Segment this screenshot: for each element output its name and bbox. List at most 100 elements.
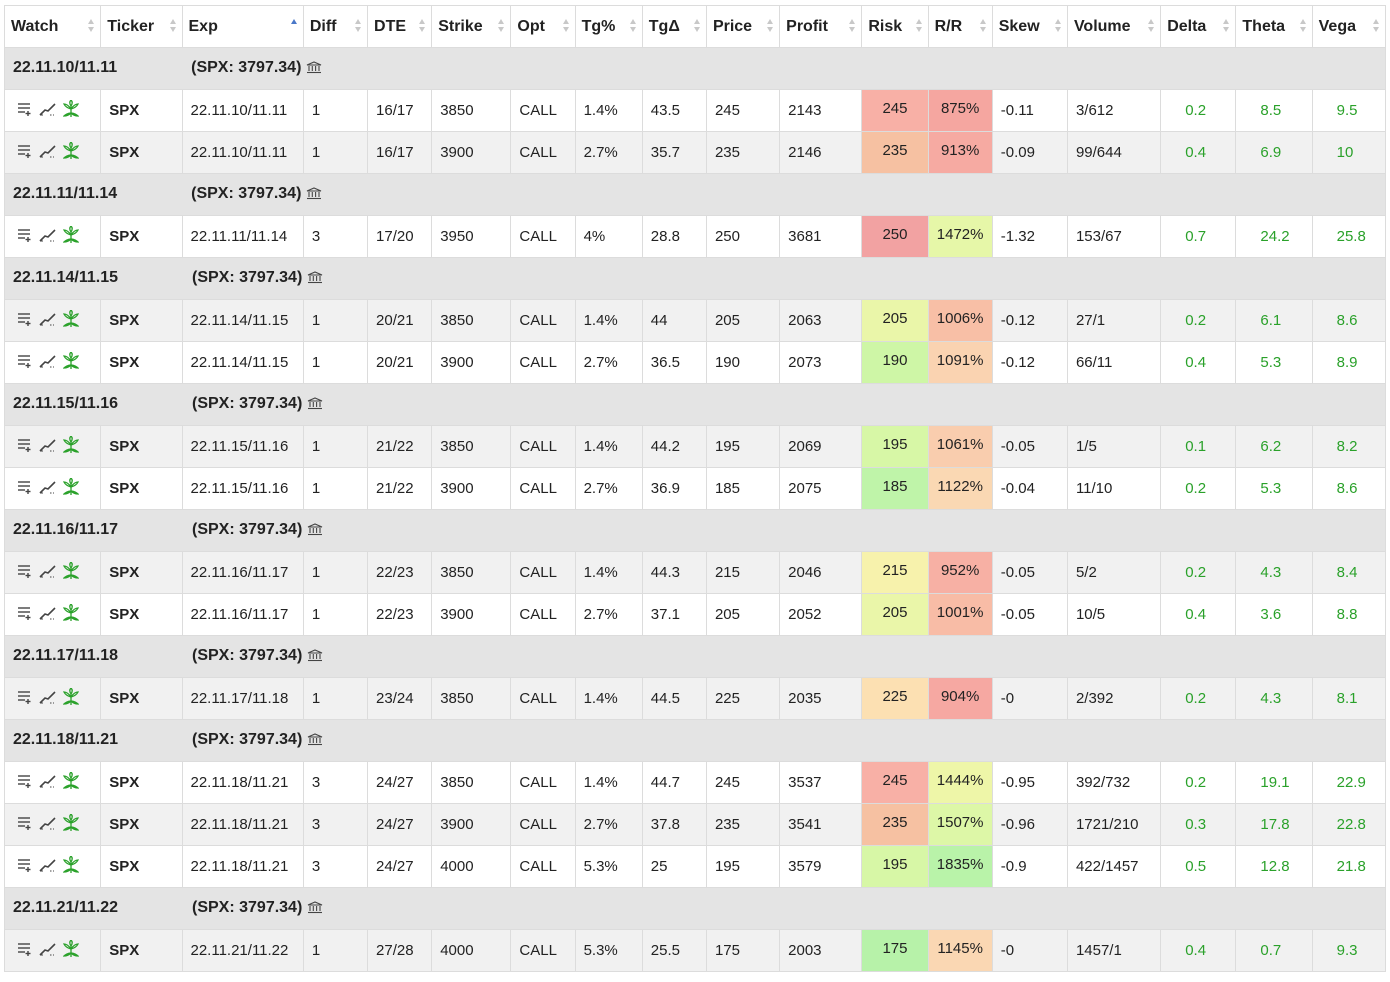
add-to-list-icon[interactable] bbox=[17, 564, 33, 582]
table-row[interactable]: SPX 22.11.18/11.21 3 24/27 3900 CALL 2.7% 37.8 2… bbox=[3, 803, 1387, 846]
chart-icon[interactable] bbox=[39, 564, 57, 582]
column-header-skew[interactable]: Skew bbox=[991, 5, 1068, 48]
add-to-list-icon[interactable] bbox=[17, 606, 33, 624]
add-to-list-icon[interactable] bbox=[17, 144, 33, 162]
table-row[interactable]: SPX 22.11.17/11.18 1 23/24 3850 CALL 1.4% 44.5 2… bbox=[3, 677, 1387, 720]
table-row[interactable]: SPX 22.11.21/11.22 1 27/28 4000 CALL 5.3% 25.5 1… bbox=[3, 929, 1387, 972]
strategy-icon[interactable] bbox=[62, 812, 80, 836]
bank-icon[interactable] bbox=[306, 186, 322, 205]
sort-icon[interactable] bbox=[1299, 19, 1307, 33]
sort-icon[interactable] bbox=[767, 19, 774, 33]
column-header-risk[interactable]: Risk bbox=[861, 5, 929, 48]
strategy-icon[interactable] bbox=[62, 140, 80, 164]
sort-icon[interactable] bbox=[1373, 19, 1380, 33]
chart-icon[interactable] bbox=[39, 816, 57, 834]
table-row[interactable]: SPX 22.11.18/11.21 3 24/27 4000 CALL 5.3% 25 195… bbox=[3, 845, 1387, 888]
chart-icon[interactable] bbox=[39, 606, 57, 624]
strategy-icon[interactable] bbox=[62, 224, 80, 248]
strategy-icon[interactable] bbox=[62, 854, 80, 878]
column-header-volume[interactable]: Volume bbox=[1066, 5, 1162, 48]
table-row[interactable]: SPX 22.11.16/11.17 1 22/23 3900 CALL 2.7% 37.1 2… bbox=[3, 593, 1387, 636]
bank-icon[interactable] bbox=[306, 60, 322, 79]
chart-icon[interactable] bbox=[39, 354, 57, 372]
sort-icon[interactable] bbox=[355, 19, 362, 33]
sort-icon[interactable] bbox=[1148, 19, 1155, 33]
sort-icon[interactable] bbox=[498, 19, 505, 33]
bank-icon[interactable] bbox=[307, 522, 323, 541]
add-to-list-icon[interactable] bbox=[17, 480, 33, 498]
chart-icon[interactable] bbox=[39, 858, 57, 876]
bank-icon[interactable] bbox=[307, 270, 323, 289]
strategy-icon[interactable] bbox=[62, 350, 80, 374]
strategy-icon[interactable] bbox=[62, 686, 80, 710]
add-to-list-icon[interactable] bbox=[17, 354, 33, 372]
sort-icon[interactable] bbox=[915, 19, 923, 33]
column-header-watch[interactable]: Watch bbox=[3, 5, 102, 48]
column-header-vega[interactable]: Vega bbox=[1311, 5, 1387, 48]
add-to-list-icon[interactable] bbox=[17, 312, 33, 330]
table-row[interactable]: SPX 22.11.14/11.15 1 20/21 3850 CALL 1.4% 44 205… bbox=[3, 299, 1387, 342]
sort-icon[interactable] bbox=[849, 19, 856, 33]
strategy-icon[interactable] bbox=[62, 476, 80, 500]
column-header-diff[interactable]: Diff bbox=[302, 5, 369, 48]
strategy-icon[interactable] bbox=[62, 938, 80, 962]
strategy-icon[interactable] bbox=[62, 770, 80, 794]
strategy-icon[interactable] bbox=[62, 560, 80, 584]
add-to-list-icon[interactable] bbox=[17, 228, 33, 246]
add-to-list-icon[interactable] bbox=[17, 102, 33, 120]
sort-icon[interactable] bbox=[629, 19, 637, 33]
column-header-delta[interactable]: Delta bbox=[1160, 5, 1237, 48]
chart-icon[interactable] bbox=[39, 480, 57, 498]
strategy-icon[interactable] bbox=[62, 434, 80, 458]
table-row[interactable]: SPX 22.11.16/11.17 1 22/23 3850 CALL 1.4% 44.3 2… bbox=[3, 551, 1387, 594]
column-header-ticker[interactable]: Ticker bbox=[100, 5, 183, 48]
sort-icon[interactable] bbox=[88, 19, 95, 33]
table-row[interactable]: SPX 22.11.15/11.16 1 21/22 3900 CALL 2.7% 36.9 1… bbox=[3, 467, 1387, 510]
add-to-list-icon[interactable] bbox=[17, 438, 33, 456]
bank-icon[interactable] bbox=[307, 732, 323, 751]
chart-icon[interactable] bbox=[39, 774, 57, 792]
column-header-exp[interactable]: Exp bbox=[181, 5, 304, 48]
strategy-icon[interactable] bbox=[62, 308, 80, 332]
add-to-list-icon[interactable] bbox=[17, 942, 33, 960]
bank-icon[interactable] bbox=[307, 648, 323, 667]
column-header-opt[interactable]: Opt bbox=[510, 5, 576, 48]
table-row[interactable]: SPX 22.11.11/11.14 3 17/20 3950 CALL 4% 28.8 250… bbox=[3, 215, 1387, 258]
sort-icon[interactable] bbox=[1223, 19, 1230, 33]
sort-icon[interactable] bbox=[979, 19, 987, 33]
column-header-tg[interactable]: Tg% bbox=[574, 5, 643, 48]
strategy-icon[interactable] bbox=[62, 98, 80, 122]
chart-icon[interactable] bbox=[39, 228, 57, 246]
sort-icon[interactable] bbox=[1054, 19, 1062, 33]
sort-icon[interactable] bbox=[562, 19, 570, 33]
bank-icon[interactable] bbox=[307, 900, 323, 919]
column-header-tg[interactable]: TgΔ bbox=[641, 5, 707, 48]
table-row[interactable]: SPX 22.11.18/11.21 3 24/27 3850 CALL 1.4% 44.7 2… bbox=[3, 761, 1387, 804]
sort-icon[interactable] bbox=[693, 19, 701, 33]
chart-icon[interactable] bbox=[39, 102, 57, 120]
table-row[interactable]: SPX 22.11.15/11.16 1 21/22 3850 CALL 1.4% 44.2 1… bbox=[3, 425, 1387, 468]
column-header-dte[interactable]: DTE bbox=[367, 5, 433, 48]
add-to-list-icon[interactable] bbox=[17, 774, 33, 792]
chart-icon[interactable] bbox=[39, 942, 57, 960]
chart-icon[interactable] bbox=[39, 144, 57, 162]
column-header-profit[interactable]: Profit bbox=[779, 5, 863, 48]
column-header-strike[interactable]: Strike bbox=[431, 5, 512, 48]
add-to-list-icon[interactable] bbox=[17, 816, 33, 834]
column-header-r-r[interactable]: R/R bbox=[927, 5, 993, 48]
chart-icon[interactable] bbox=[39, 690, 57, 708]
bank-icon[interactable] bbox=[307, 396, 323, 415]
table-row[interactable]: SPX 22.11.10/11.11 1 16/17 3850 CALL 1.4% 43.5 2… bbox=[3, 89, 1387, 132]
chart-icon[interactable] bbox=[39, 312, 57, 330]
column-header-theta[interactable]: Theta bbox=[1235, 5, 1313, 48]
table-row[interactable]: SPX 22.11.14/11.15 1 20/21 3900 CALL 2.7% 36.5 1… bbox=[3, 341, 1387, 384]
add-to-list-icon[interactable] bbox=[17, 858, 33, 876]
column-header-price[interactable]: Price bbox=[705, 5, 781, 48]
sort-ascending-icon[interactable] bbox=[290, 19, 298, 33]
table-row[interactable]: SPX 22.11.10/11.11 1 16/17 3900 CALL 2.7% 35.7 2… bbox=[3, 131, 1387, 174]
add-to-list-icon[interactable] bbox=[17, 690, 33, 708]
strategy-icon[interactable] bbox=[62, 602, 80, 626]
chart-icon[interactable] bbox=[39, 438, 57, 456]
sort-icon[interactable] bbox=[419, 19, 426, 33]
sort-icon[interactable] bbox=[169, 19, 177, 33]
